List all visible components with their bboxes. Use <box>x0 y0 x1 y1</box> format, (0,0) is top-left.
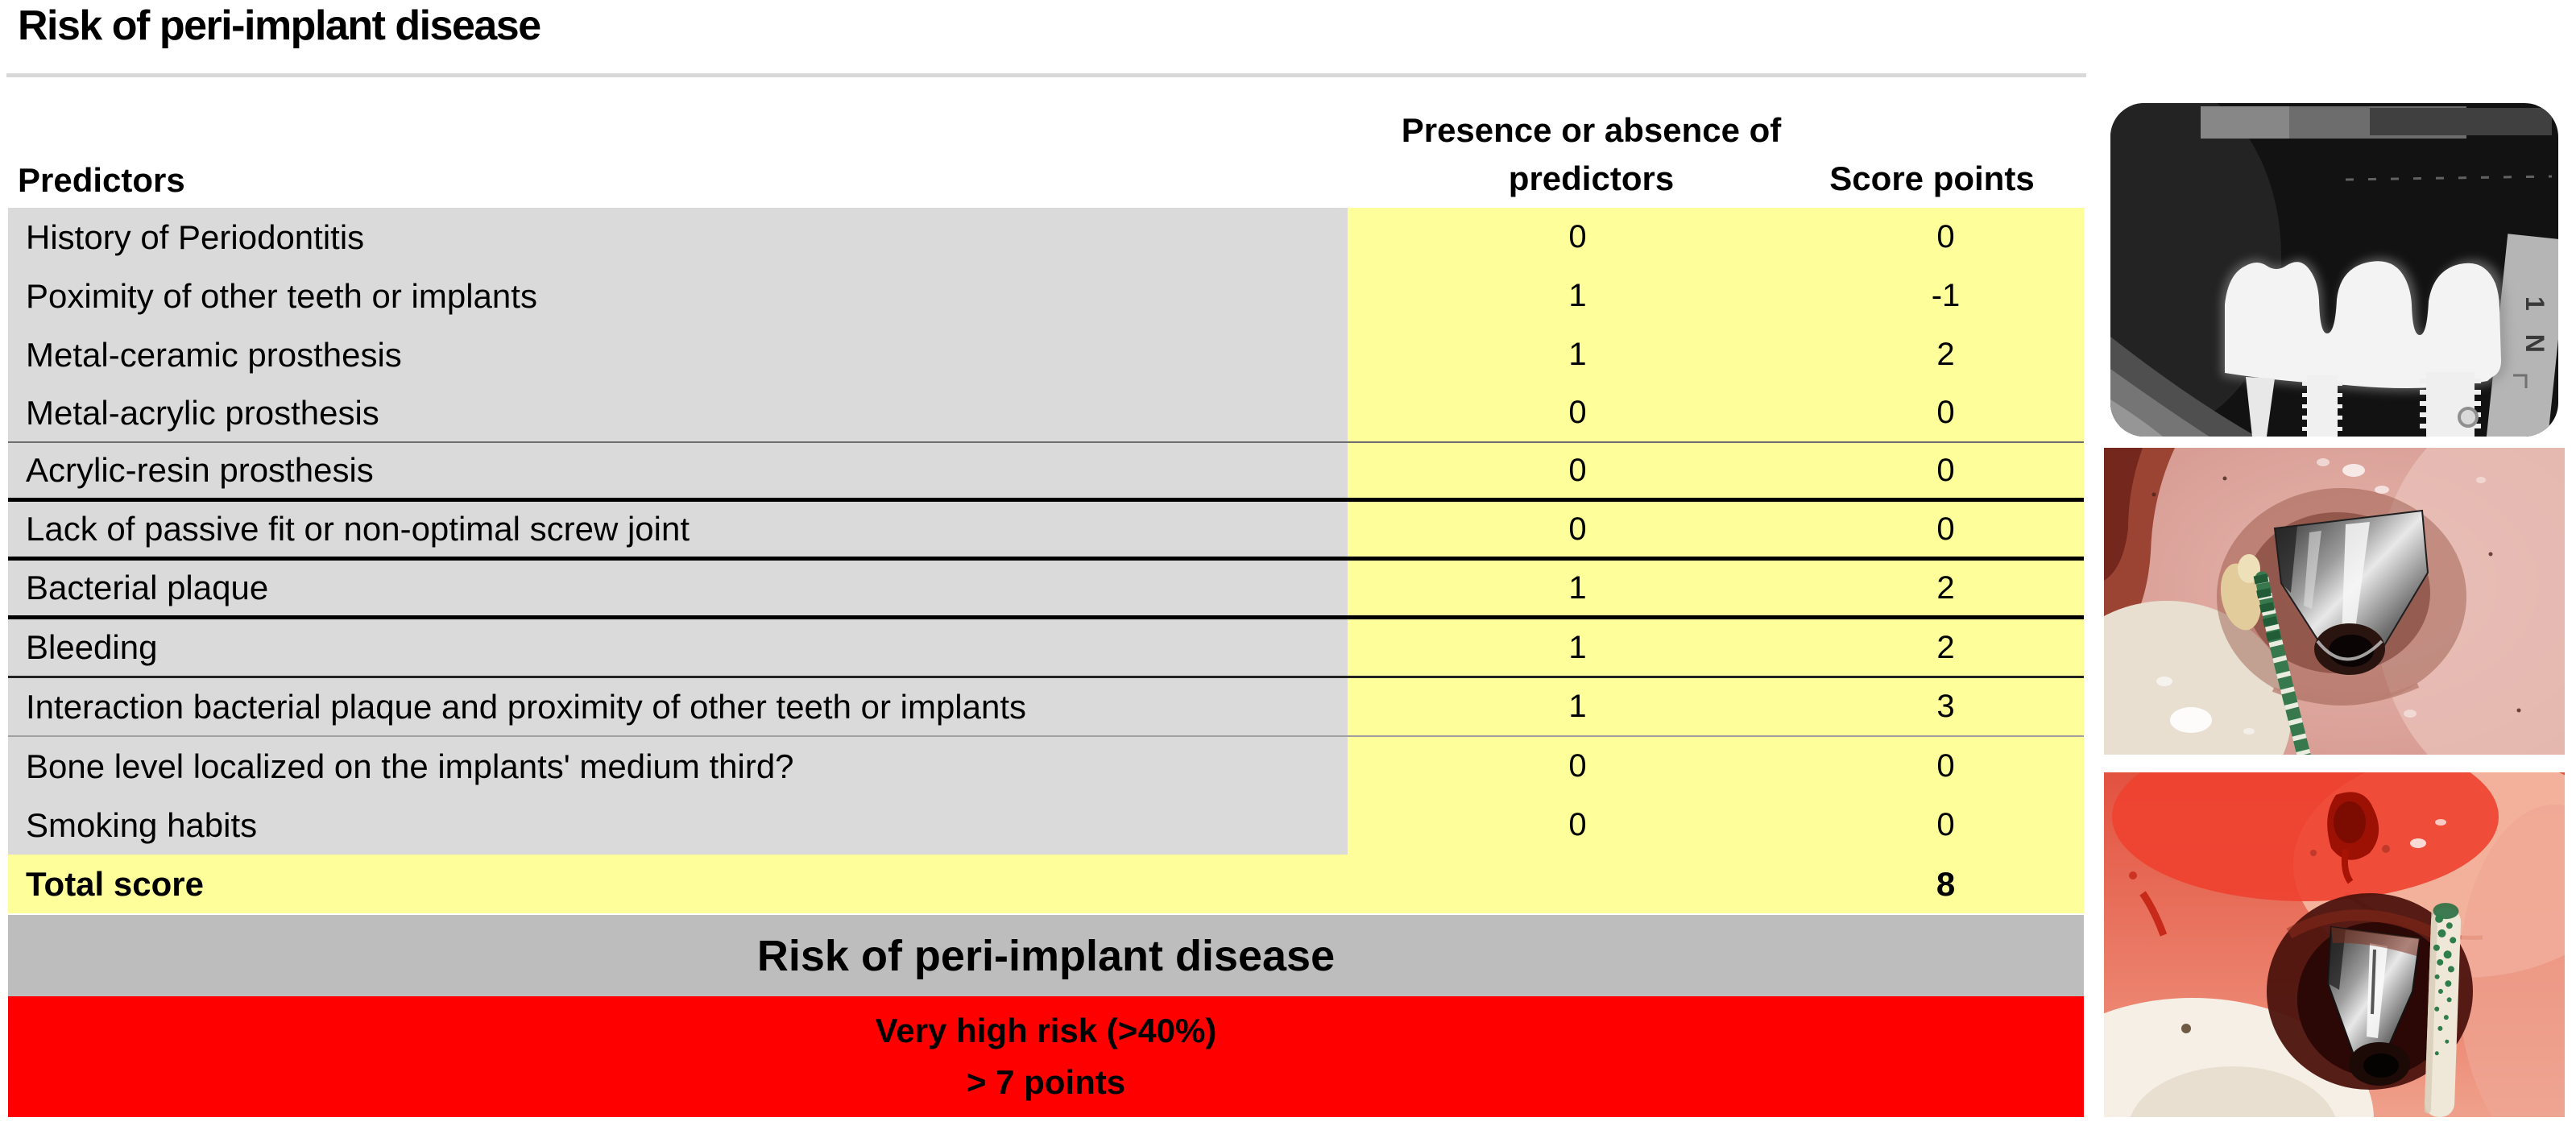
implant-probing-photo <box>2104 448 2565 755</box>
presence-value-cell[interactable]: 1 <box>1348 619 1780 676</box>
table-row: Metal-acrylic prosthesis 0 0 <box>8 384 2084 443</box>
predictor-label-cell: Bleeding <box>8 619 1348 676</box>
risk-level-text: Very high risk (>40%) <box>875 1012 1217 1049</box>
total-score-row: Total score 8 <box>8 855 2084 913</box>
predictor-label-cell: Metal-ceramic prosthesis <box>8 325 1348 384</box>
presence-value-cell[interactable]: 1 <box>1348 561 1780 615</box>
presence-value-cell[interactable]: 1 <box>1348 678 1780 735</box>
xray-bridge <box>2222 258 2508 437</box>
table-row: Bleeding 1 2 <box>8 619 2084 678</box>
presence-value-cell[interactable]: 0 <box>1348 208 1780 267</box>
score-value-cell: 0 <box>1780 208 2084 267</box>
predictor-label-cell: Poximity of other teeth or implants <box>8 267 1348 325</box>
table-row: Poximity of other teeth or implants 1 -1 <box>8 267 2084 325</box>
presence-value-cell[interactable]: 1 <box>1348 325 1780 384</box>
presence-value-cell[interactable]: 0 <box>1348 502 1780 557</box>
predictors-column-header: Predictors <box>18 161 185 199</box>
score-value-cell: 3 <box>1780 678 2084 735</box>
inflamed-tissue-photo <box>2104 772 2565 1117</box>
score-value-cell: 0 <box>1780 796 2084 855</box>
predictor-label-cell: Bone level localized on the implants' me… <box>8 737 1348 796</box>
table-header: Predictors Presence or absence of predic… <box>8 85 2084 208</box>
blood-spot <box>2310 792 2390 884</box>
periodontal-probe <box>2253 571 2311 755</box>
periodontal-probe-2 <box>2424 903 2462 1117</box>
presence-column-header: Presence or absence of predictors <box>1348 106 1808 203</box>
predictor-label-cell: Lack of passive fit or non-optimal screw… <box>8 502 1348 557</box>
table-row: Bacterial plaque 1 2 <box>8 561 2084 619</box>
page-title: Risk of peri-implant disease <box>18 2 541 49</box>
presence-value-cell[interactable]: 1 <box>1348 267 1780 325</box>
risk-threshold-text: > 7 points <box>966 1063 1126 1101</box>
predictor-label-cell: Smoking habits <box>8 796 1348 855</box>
table-row: History of Periodontitis 0 0 <box>8 208 2084 267</box>
total-score-value: 8 <box>1780 855 2084 913</box>
title-divider <box>6 73 2086 77</box>
predictor-label-cell: Acrylic-resin prosthesis <box>8 443 1348 498</box>
presence-value-cell[interactable]: 0 <box>1348 737 1780 796</box>
radiograph-image: 1 N <box>2104 95 2565 441</box>
score-value-cell: 2 <box>1780 325 2084 384</box>
adjacent-tooth <box>2104 601 2292 755</box>
implant-abutment-2 <box>2326 925 2421 1086</box>
implant-abutment <box>2273 509 2429 675</box>
table-row: Metal-ceramic prosthesis 1 2 <box>8 325 2084 384</box>
table-body: History of Periodontitis 0 0 Poximity of… <box>8 208 2084 855</box>
xray-implant-2 <box>2420 372 2481 437</box>
score-value-cell: 0 <box>1780 384 2084 441</box>
presence-header-line1: Presence or absence of <box>1401 111 1782 149</box>
presence-value-cell[interactable]: 0 <box>1348 796 1780 855</box>
predictor-label-cell: Interaction bacterial plaque and proximi… <box>8 678 1348 735</box>
risk-score-table: Predictors Presence or absence of predic… <box>8 85 2084 1117</box>
table-row: Lack of passive fit or non-optimal screw… <box>8 502 2084 561</box>
total-score-label: Total score <box>8 855 1348 913</box>
score-value-cell: 2 <box>1780 561 2084 615</box>
score-value-cell: 0 <box>1780 443 2084 498</box>
xray-film-tab: 1 N <box>2486 234 2558 437</box>
result-band-title: Risk of peri-implant disease <box>8 913 2084 996</box>
table-row: Interaction bacterial plaque and proximi… <box>8 678 2084 737</box>
xray-root <box>2246 377 2275 437</box>
presence-value-cell[interactable]: 0 <box>1348 384 1780 441</box>
score-value-cell: -1 <box>1780 267 2084 325</box>
radiograph-marker-text: 1 N <box>2520 296 2549 361</box>
score-value-cell: 0 <box>1780 502 2084 557</box>
total-presence-empty-cell <box>1348 855 1780 913</box>
table-row: Smoking habits 0 0 <box>8 796 2084 855</box>
xray-implant-1 <box>2302 375 2342 437</box>
score-value-cell: 2 <box>1780 619 2084 676</box>
predictor-label-cell: Metal-acrylic prosthesis <box>8 384 1348 441</box>
score-value-cell: 0 <box>1780 737 2084 796</box>
predictor-label-cell: History of Periodontitis <box>8 208 1348 267</box>
risk-result-band: Very high risk (>40%) > 7 points <box>8 996 2084 1117</box>
presence-header-line2: predictors <box>1508 159 1675 197</box>
presence-value-cell[interactable]: 0 <box>1348 443 1780 498</box>
predictor-label-cell: Bacterial plaque <box>8 561 1348 615</box>
table-row: Acrylic-resin prosthesis 0 0 <box>8 443 2084 502</box>
table-row: Bone level localized on the implants' me… <box>8 737 2084 796</box>
score-column-header: Score points <box>1829 159 2035 197</box>
